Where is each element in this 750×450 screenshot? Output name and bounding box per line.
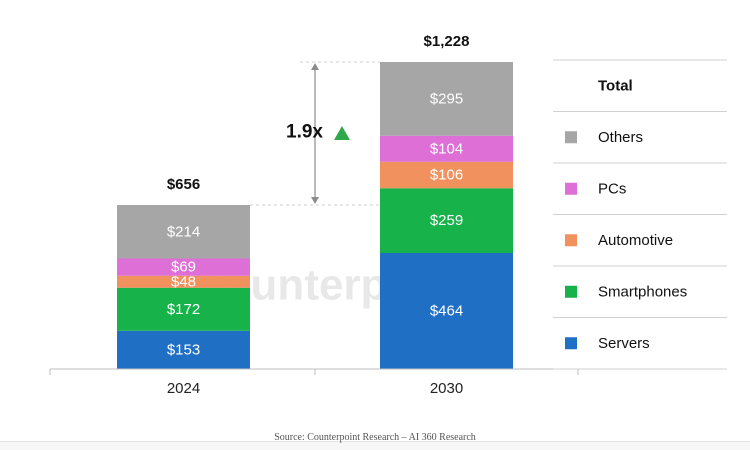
data-label-smartphones-2030: $259 (430, 212, 463, 229)
data-label-servers-2030: $464 (430, 303, 463, 320)
growth-arrow-head-up (311, 63, 319, 70)
footer-band (0, 441, 750, 450)
data-label-automotive-2030: $106 (430, 167, 463, 184)
bar-segment-others-2024 (117, 205, 250, 259)
bar-segment-smartphones-2024 (117, 287, 250, 331)
growth-arrow-head-down (311, 197, 319, 204)
bar-segment-pcs-2024 (117, 258, 250, 276)
legend-swatch-pcs (565, 182, 577, 195)
total-label-2030: $1,228 (424, 33, 470, 50)
x-tick-label-2030: 2030 (430, 380, 463, 397)
data-label-servers-2024: $153 (167, 341, 200, 358)
bar-segment-others-2030 (380, 62, 513, 136)
bar-segment-automotive-2024 (117, 275, 250, 288)
legend-swatch-servers (565, 337, 577, 350)
data-label-automotive-2024: $48 (171, 273, 196, 290)
data-label-others-2030: $295 (430, 90, 463, 107)
source-note: Source: Counterpoint Research – AI 360 R… (274, 432, 476, 443)
legend-swatch-automotive (565, 234, 577, 247)
legend-label-pcs: PCs (598, 180, 626, 197)
legend-label-smartphones: Smartphones (598, 283, 687, 300)
legend-label-others: Others (598, 129, 643, 146)
bar-segment-pcs-2030 (380, 135, 513, 162)
data-label-pcs-2030: $104 (430, 140, 463, 157)
bar-segment-servers-2030 (380, 253, 513, 369)
legend-swatch-smartphones (565, 285, 577, 298)
legend-title: Total (598, 77, 633, 94)
growth-annotation-label: 1.9x (286, 122, 323, 143)
growth-up-triangle-icon (334, 126, 350, 140)
x-tick-label-2024: 2024 (167, 380, 200, 397)
legend-label-servers: Servers (598, 335, 650, 352)
data-label-pcs-2024: $69 (171, 259, 196, 276)
legend-label-automotive: Automotive (598, 232, 673, 249)
legend-swatch-others (565, 131, 577, 144)
total-label-2024: $656 (167, 176, 200, 193)
bar-segment-servers-2024 (117, 330, 250, 369)
bar-segment-smartphones-2030 (380, 188, 513, 253)
data-label-smartphones-2024: $172 (167, 301, 200, 318)
data-label-others-2024: $214 (167, 223, 200, 240)
bar-segment-automotive-2030 (380, 161, 513, 189)
